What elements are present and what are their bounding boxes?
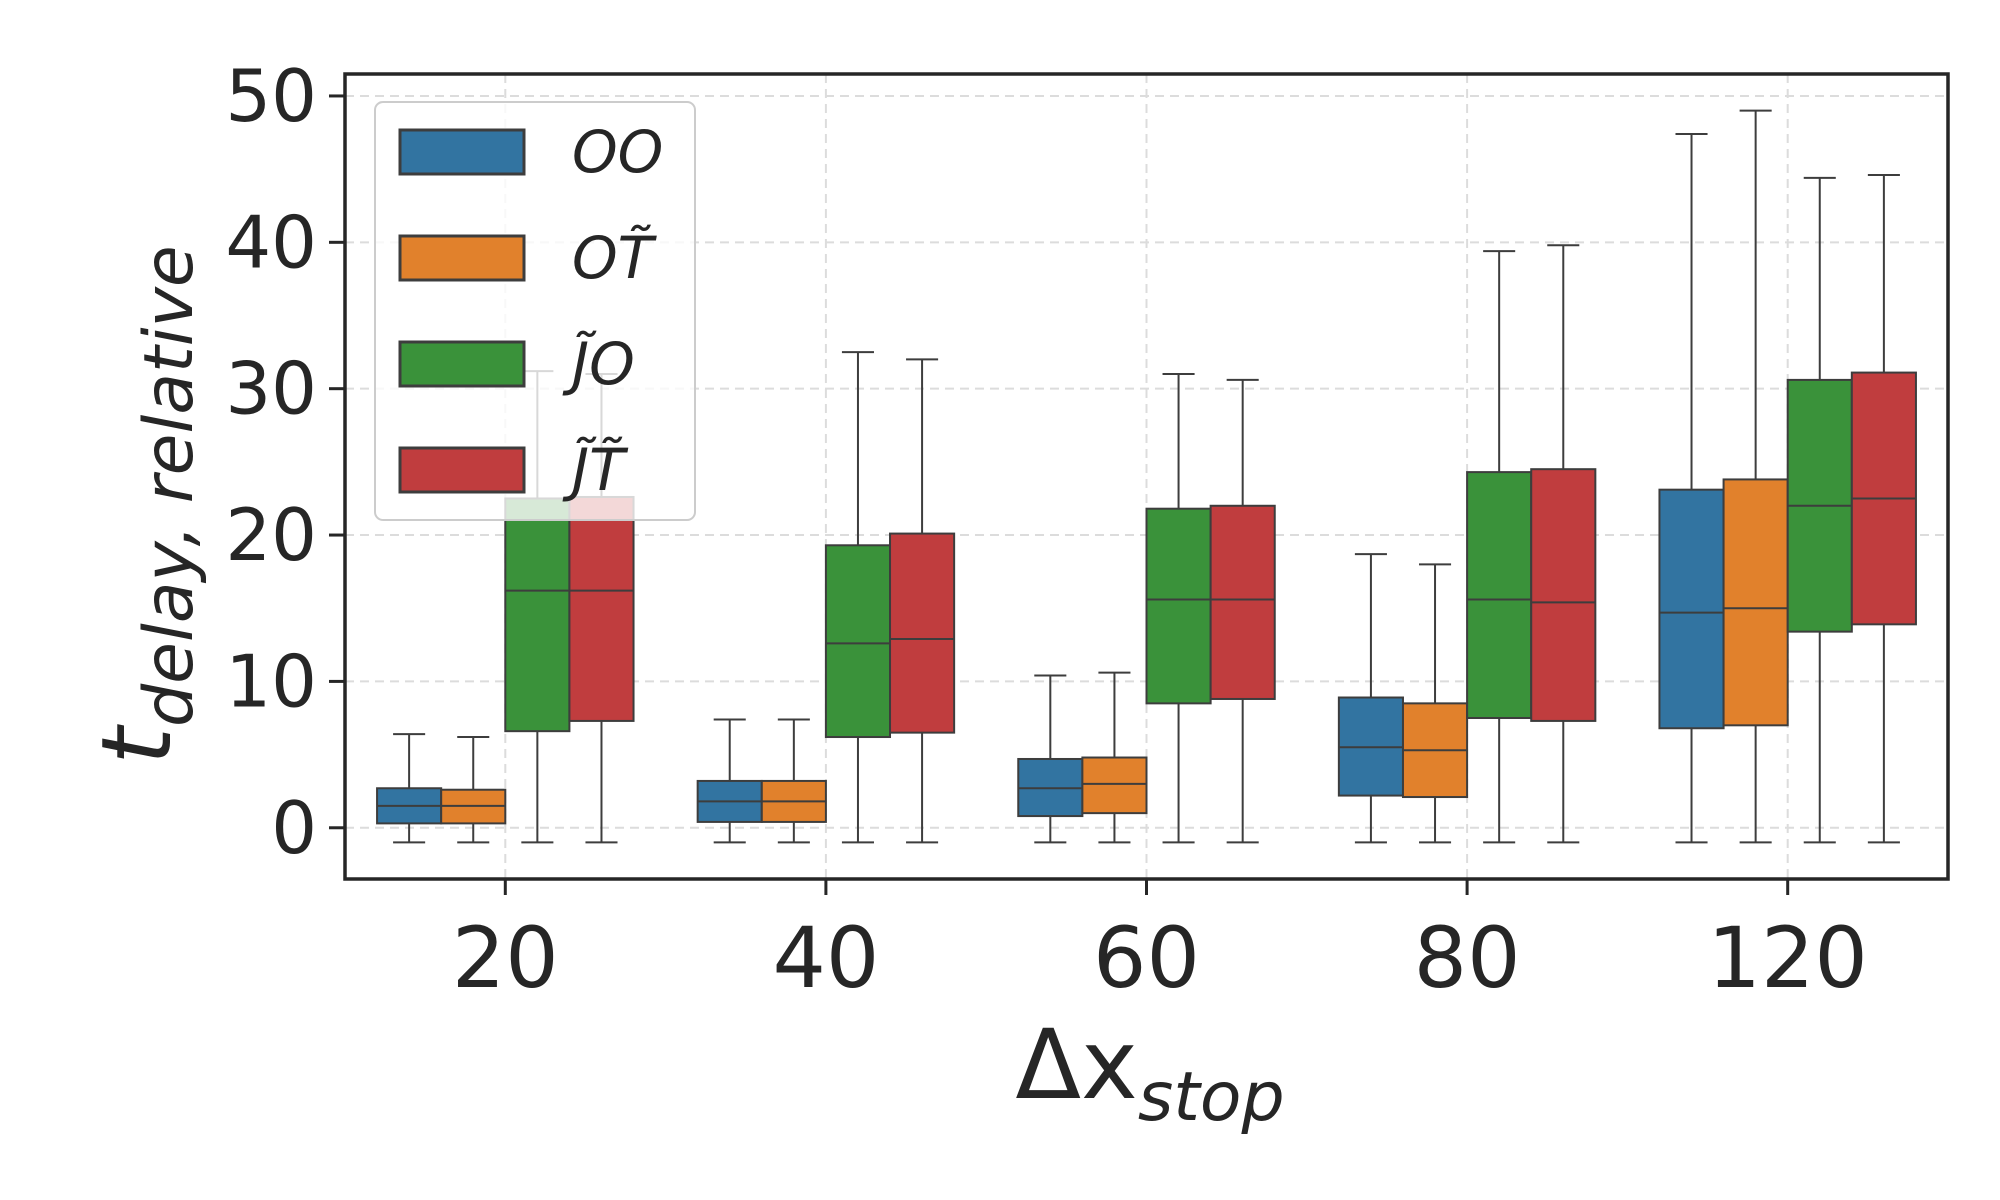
legend: OO OT̃ J̃O J̃T̃: [374, 101, 696, 521]
box-plot: [1786, 176, 1853, 844]
box-plot: [376, 733, 443, 844]
boxes: [376, 109, 1917, 844]
box-plot: [1081, 671, 1148, 844]
box-plot: [1658, 133, 1725, 844]
y-axis-title-sub: delay, relative: [130, 245, 209, 727]
box-plot: [440, 736, 507, 844]
box-plot: [824, 351, 892, 844]
x-axis-title-sub: stop: [1138, 1058, 1285, 1137]
legend-swatch: [398, 340, 526, 388]
y-tick-label: 10: [225, 639, 317, 723]
legend-label: OO: [572, 118, 663, 186]
legend-swatch: [398, 128, 526, 176]
y-tick-label: 40: [225, 200, 317, 284]
box-iqr: [1530, 468, 1597, 722]
box-plot: [1530, 244, 1597, 844]
legend-label: J̃T̃: [562, 435, 629, 504]
box-plot: [1145, 373, 1212, 844]
box-iqr: [504, 497, 571, 733]
box-plot: [1850, 173, 1917, 844]
legend-label: OT̃: [572, 223, 658, 292]
y-tick-label: 0: [271, 786, 317, 870]
x-tick-label: 120: [1708, 909, 1868, 1007]
x-axis-title: Δxstop: [1015, 1009, 1284, 1137]
y-tick-label: 30: [225, 347, 317, 431]
x-tick-label: 20: [452, 909, 559, 1007]
box-plot: [696, 718, 763, 844]
box-iqr: [568, 495, 635, 722]
x-tick-label: 80: [1414, 909, 1521, 1007]
legend-label: J̃O: [562, 329, 635, 398]
axes: 0 10 20 30 40 50 20 40 60 80 120: [225, 54, 1950, 1007]
box-iqr: [1081, 756, 1148, 815]
box-iqr: [1658, 488, 1725, 730]
box-plot: [1209, 378, 1276, 844]
x-axis-title-main: Δx: [1015, 1009, 1137, 1121]
box-iqr: [889, 532, 956, 734]
y-tick-label: 20: [225, 493, 317, 577]
box-iqr: [1722, 478, 1789, 727]
y-axis-title-main: t: [81, 724, 193, 765]
box-plot: [1466, 250, 1533, 844]
x-tick-label: 60: [1093, 909, 1200, 1007]
box-plot: [1337, 553, 1404, 844]
legend-swatch: [398, 446, 526, 494]
box-iqr: [1145, 507, 1212, 705]
box-iqr: [1209, 504, 1276, 700]
y-axis-title: tdelay, relative: [81, 245, 209, 764]
box-plot: [1722, 109, 1789, 844]
box-iqr: [1466, 471, 1533, 720]
box-plot: [1017, 674, 1084, 844]
box-plot: [1401, 563, 1469, 844]
box-plot: [760, 718, 827, 844]
x-tick-label: 40: [772, 909, 879, 1007]
legend-box: [374, 101, 696, 521]
box-plot: [889, 358, 956, 844]
y-tick-label: 50: [225, 54, 317, 138]
box-iqr: [824, 544, 892, 739]
legend-swatch: [398, 234, 526, 282]
